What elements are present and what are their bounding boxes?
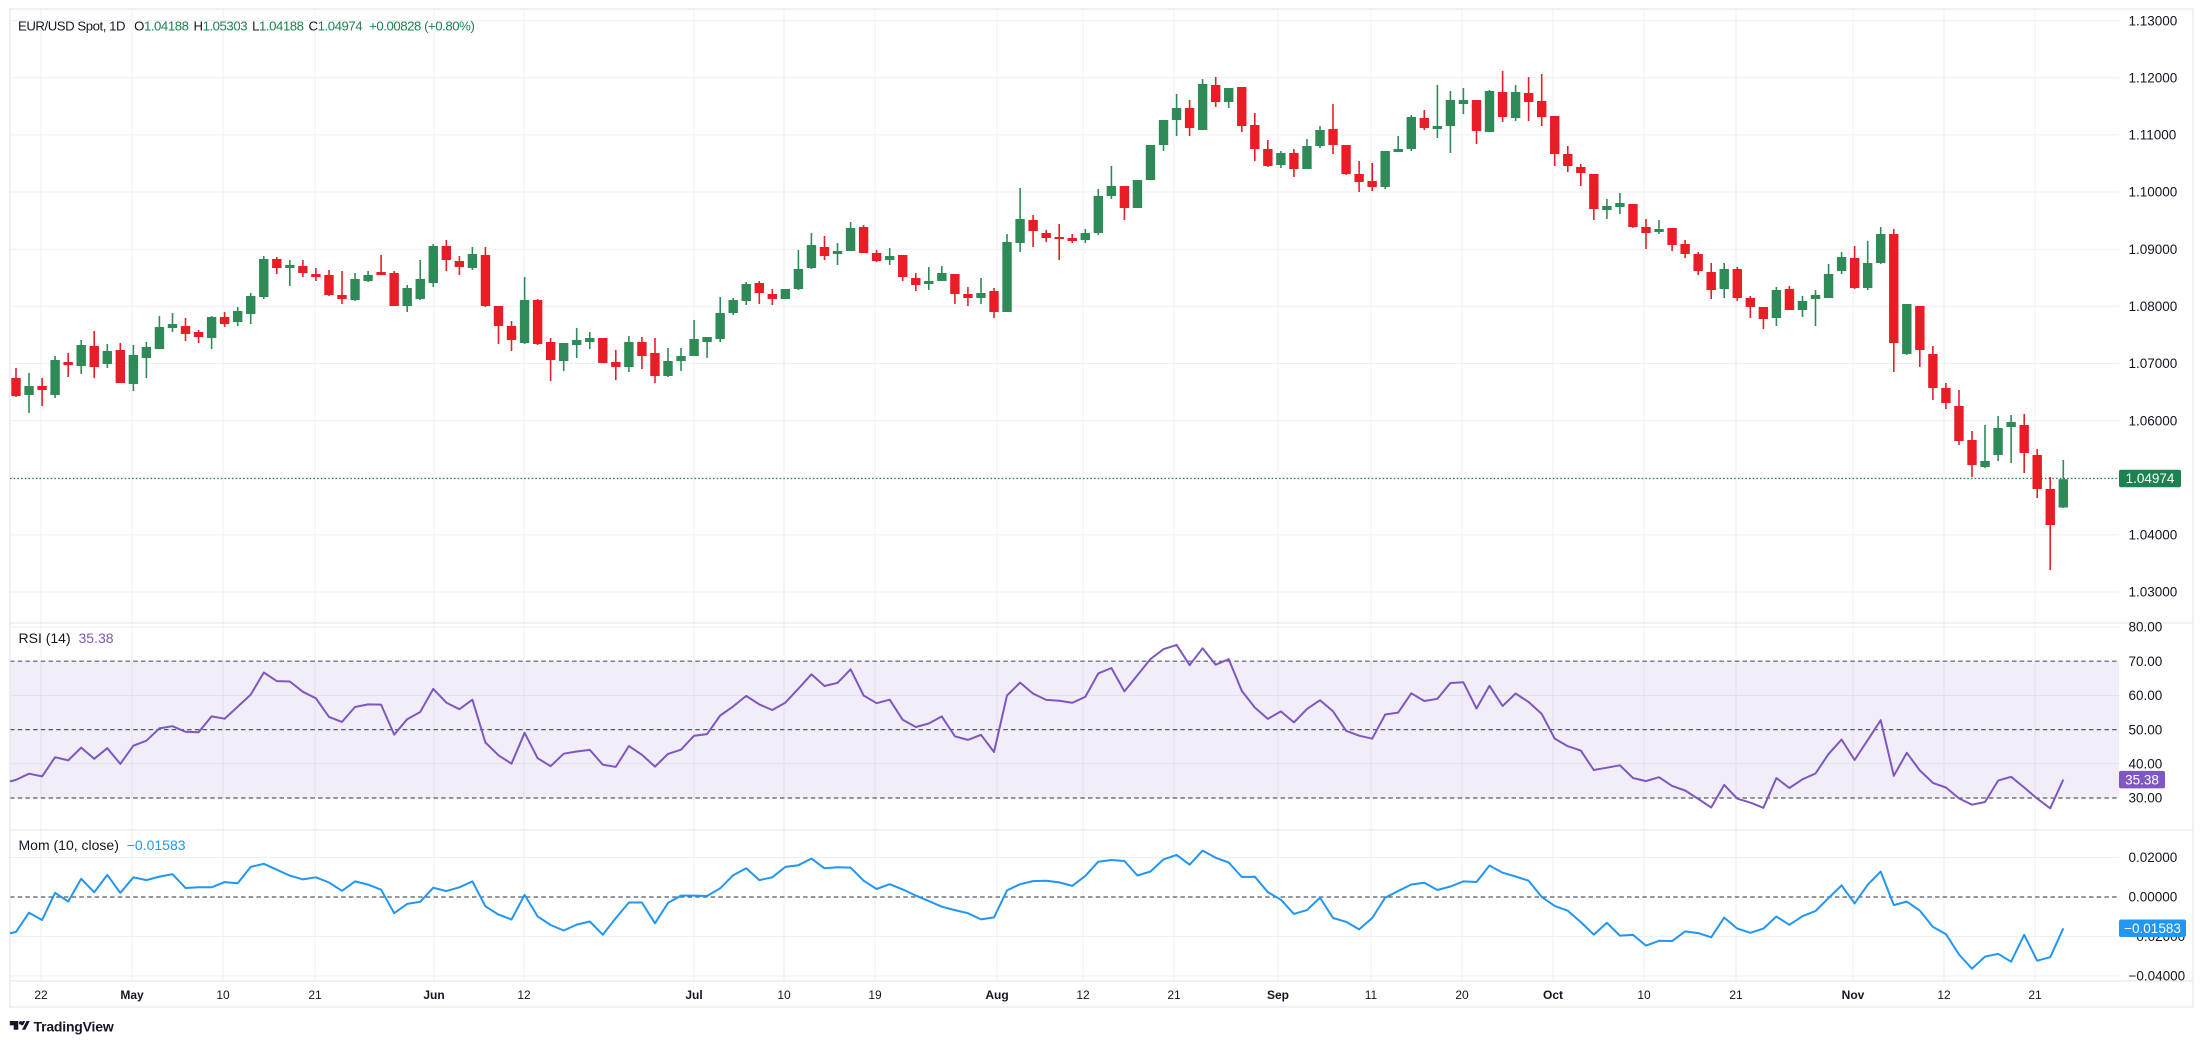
svg-text:50.00: 50.00 — [2129, 722, 2163, 737]
svg-text:35.38: 35.38 — [2125, 772, 2159, 787]
svg-text:Oct: Oct — [1543, 988, 1563, 1002]
svg-text:1.12000: 1.12000 — [2129, 70, 2178, 85]
svg-text:12: 12 — [517, 988, 531, 1002]
svg-text:1.08000: 1.08000 — [2129, 299, 2178, 314]
svg-text:1.10000: 1.10000 — [2129, 185, 2178, 200]
svg-text:11: 11 — [1365, 988, 1378, 1002]
svg-text:−0.04000: −0.04000 — [2129, 969, 2186, 984]
svg-text:Mom (10, close) −0.01583: Mom (10, close) −0.01583 — [19, 837, 186, 853]
svg-text:1.09000: 1.09000 — [2129, 242, 2178, 257]
svg-text:21: 21 — [2028, 988, 2042, 1002]
svg-text:12: 12 — [1076, 988, 1090, 1002]
svg-text:Aug: Aug — [985, 988, 1008, 1002]
svg-text:22: 22 — [34, 988, 48, 1002]
svg-text:Sep: Sep — [1267, 988, 1289, 1002]
svg-text:1.13000: 1.13000 — [2129, 13, 2178, 28]
svg-text:30.00: 30.00 — [2129, 791, 2163, 806]
svg-text:Nov: Nov — [1842, 988, 1865, 1002]
svg-text:Jul: Jul — [685, 988, 702, 1002]
svg-text:Jun: Jun — [423, 988, 444, 1002]
svg-text:0.00000: 0.00000 — [2129, 890, 2178, 905]
svg-text:1.06000: 1.06000 — [2129, 413, 2178, 428]
svg-text:10: 10 — [1637, 988, 1651, 1002]
svg-text:21: 21 — [308, 988, 322, 1002]
svg-text:1.03000: 1.03000 — [2129, 585, 2178, 600]
svg-text:1.04000: 1.04000 — [2129, 528, 2178, 543]
svg-text:1.07000: 1.07000 — [2129, 356, 2178, 371]
svg-text:1.04974: 1.04974 — [2126, 471, 2175, 486]
svg-text:40.00: 40.00 — [2129, 757, 2163, 772]
svg-text:May: May — [120, 988, 144, 1002]
svg-text:21: 21 — [1167, 988, 1181, 1002]
svg-text:19: 19 — [868, 988, 882, 1002]
svg-text:12: 12 — [1937, 988, 1951, 1002]
svg-text:10: 10 — [777, 988, 791, 1002]
svg-text:20: 20 — [1455, 988, 1469, 1002]
svg-text:80.00: 80.00 — [2129, 620, 2163, 635]
svg-text:0.02000: 0.02000 — [2129, 850, 2178, 865]
svg-text:21: 21 — [1729, 988, 1743, 1002]
svg-text:60.00: 60.00 — [2129, 688, 2163, 703]
svg-text:10: 10 — [216, 988, 230, 1002]
svg-text:1.11000: 1.11000 — [2129, 128, 2177, 143]
svg-text:−0.01583: −0.01583 — [2124, 921, 2181, 936]
svg-text:TradingView: TradingView — [34, 1019, 114, 1035]
svg-text:70.00: 70.00 — [2129, 654, 2163, 669]
svg-text:RSI (14) 35.38: RSI (14) 35.38 — [19, 630, 114, 646]
